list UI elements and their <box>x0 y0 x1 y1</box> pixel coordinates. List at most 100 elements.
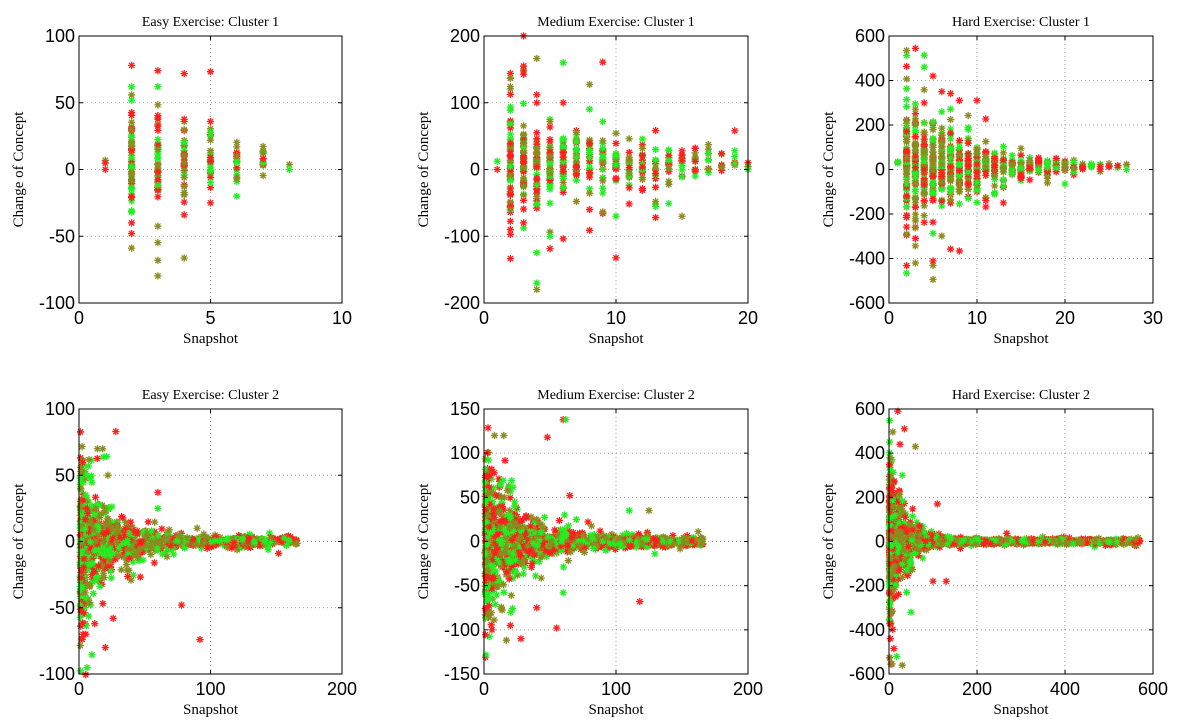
data-point <box>645 506 653 515</box>
data-point <box>112 427 120 436</box>
data-point <box>938 153 946 161</box>
data-point <box>154 222 162 230</box>
data-point <box>543 553 551 561</box>
data-point <box>77 568 85 577</box>
data-point <box>88 651 96 659</box>
data-point <box>154 150 162 158</box>
scatter-points <box>493 32 752 294</box>
data-point <box>625 536 634 544</box>
data-point <box>947 172 955 180</box>
data-point <box>562 416 570 424</box>
data-point <box>938 169 946 177</box>
data-point <box>929 188 937 196</box>
data-point <box>506 85 514 93</box>
data-point <box>154 176 162 184</box>
data-point <box>676 545 684 553</box>
data-point <box>113 522 121 531</box>
data-point <box>488 465 496 473</box>
data-point <box>487 475 495 483</box>
data-point <box>593 541 601 549</box>
data-point <box>233 158 241 166</box>
data-point <box>520 67 528 75</box>
data-point <box>625 135 633 143</box>
data-point <box>546 143 554 152</box>
data-point <box>911 203 919 211</box>
data-point <box>643 532 652 540</box>
data-point <box>94 536 102 545</box>
data-point <box>79 564 87 572</box>
data-point <box>83 664 91 672</box>
data-point <box>164 534 172 542</box>
data-point <box>162 548 170 556</box>
data-point <box>612 254 620 262</box>
data-point <box>956 544 965 553</box>
data-point <box>92 530 100 538</box>
data-point <box>154 504 162 512</box>
data-point <box>999 149 1007 157</box>
data-point <box>1052 168 1060 176</box>
data-point <box>547 534 555 542</box>
data-point <box>76 605 85 613</box>
data-point <box>159 535 168 543</box>
data-point <box>200 538 208 547</box>
data-point <box>180 115 188 123</box>
data-point <box>652 145 660 154</box>
data-point <box>508 564 516 572</box>
data-point <box>973 174 981 183</box>
data-point <box>559 183 567 191</box>
data-point <box>104 533 112 541</box>
data-point <box>154 168 162 176</box>
data-point <box>95 526 103 534</box>
x-tick-label: 20 <box>1055 308 1075 328</box>
x-tick-label: 0 <box>884 308 894 328</box>
data-point <box>516 552 525 560</box>
data-point <box>482 651 490 659</box>
data-point <box>154 67 162 75</box>
data-point <box>94 562 102 570</box>
data-point <box>999 143 1007 151</box>
data-point <box>154 539 162 547</box>
data-point <box>107 534 115 542</box>
x-axis-label: Snapshot <box>183 331 239 347</box>
data-point <box>973 145 981 154</box>
data-point <box>206 163 215 171</box>
data-point <box>153 533 161 542</box>
data-point <box>158 550 166 558</box>
data-point <box>531 518 539 526</box>
data-point <box>106 557 114 566</box>
data-point <box>553 624 561 632</box>
data-point <box>520 540 528 549</box>
data-point <box>484 424 492 432</box>
data-point <box>568 532 577 540</box>
data-point <box>546 123 554 131</box>
data-point <box>506 120 514 128</box>
data-point <box>522 528 530 536</box>
data-point <box>81 515 89 524</box>
data-point <box>982 115 990 123</box>
data-point <box>501 533 510 541</box>
data-point <box>191 537 199 545</box>
data-point <box>206 136 215 144</box>
data-point <box>929 180 937 188</box>
data-point <box>586 146 594 154</box>
data-point <box>691 144 699 152</box>
data-point <box>128 83 136 91</box>
data-point <box>903 95 911 104</box>
data-point <box>505 575 513 583</box>
data-point <box>920 146 928 155</box>
data-point <box>77 539 85 547</box>
data-point <box>492 567 500 575</box>
data-point <box>86 538 94 546</box>
data-point <box>494 582 502 591</box>
data-point <box>546 199 554 207</box>
data-point <box>999 199 1007 207</box>
data-point <box>515 530 523 538</box>
data-point <box>499 506 508 514</box>
data-point <box>572 176 580 184</box>
data-point <box>167 542 175 550</box>
data-point <box>250 538 258 546</box>
data-point <box>133 527 141 535</box>
data-point <box>485 611 493 619</box>
x-tick-label: 0 <box>74 308 84 328</box>
